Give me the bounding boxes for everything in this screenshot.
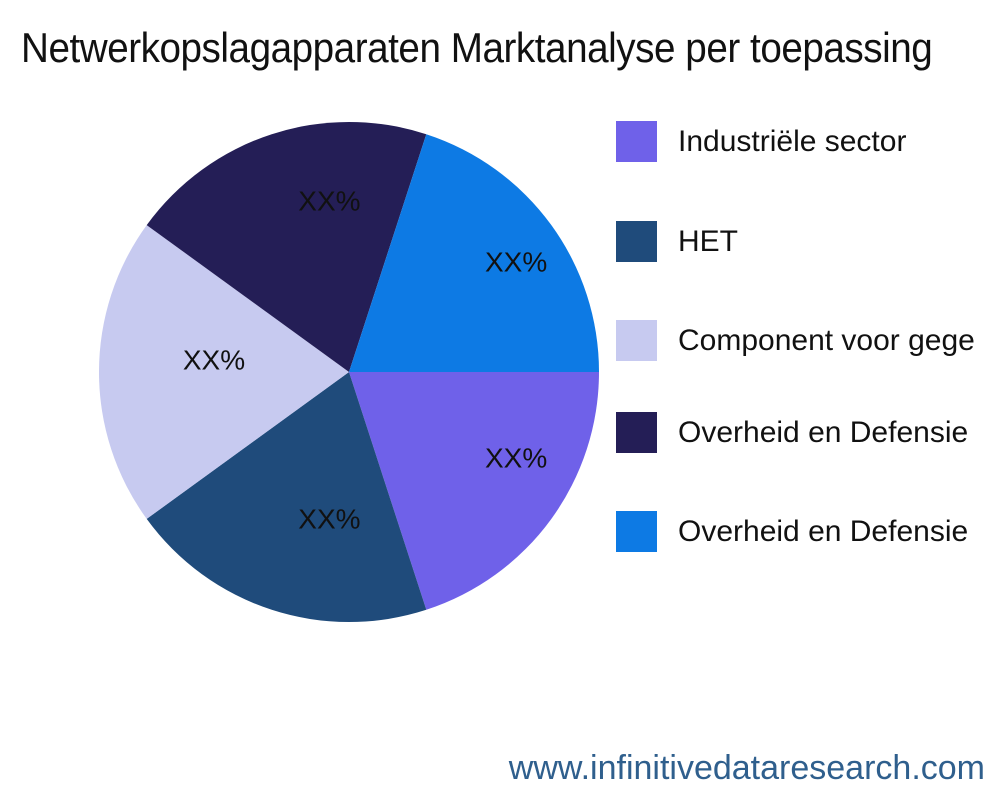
- pie-slice-value-label: XX%: [485, 443, 547, 474]
- pie-slice: [146, 372, 427, 623]
- pie-slice-value-label: XX%: [298, 503, 360, 534]
- chart-title: Netwerkopslagapparaten Marktanalyse per …: [21, 24, 933, 71]
- pie-slice: [98, 225, 349, 519]
- pie-slice: [349, 372, 599, 610]
- pie-slice: [146, 121, 427, 372]
- pie-slice-value-label: XX%: [485, 246, 547, 277]
- watermark-url: www.infinitivedataresearch.com: [508, 749, 985, 787]
- pie-slice: [349, 134, 599, 372]
- pie-slice-value-label: XX%: [298, 186, 360, 217]
- pie-slice-value-label: XX%: [183, 345, 245, 376]
